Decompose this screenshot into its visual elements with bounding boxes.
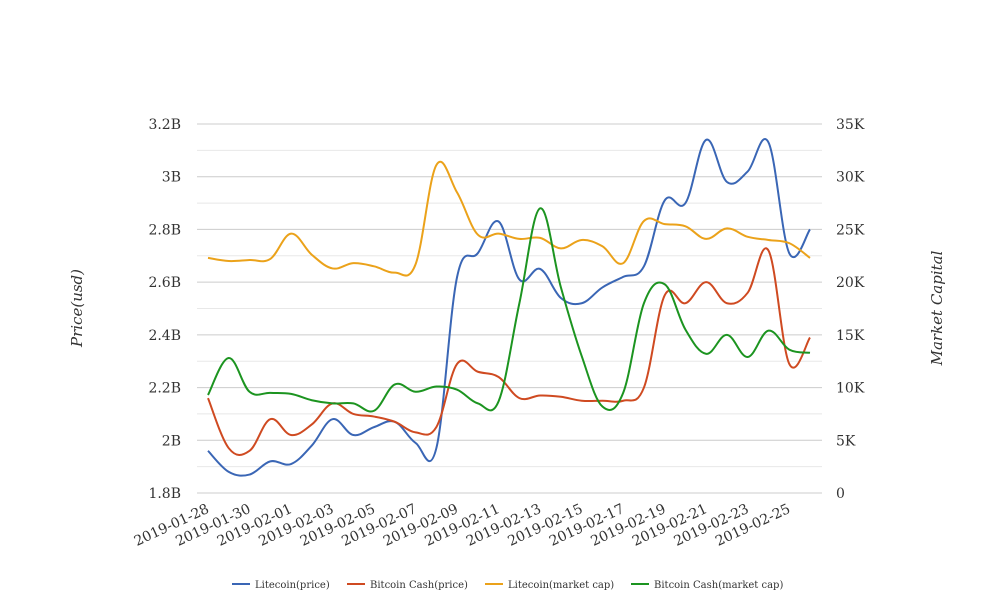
legend-item-bitcoin-cash-price: Bitcoin Cash(price) <box>347 580 468 591</box>
left-tick-label: 2.4B <box>148 328 181 344</box>
left-tick-label: 2.2B <box>148 381 181 397</box>
left-tick-label: 3.2B <box>148 117 181 133</box>
right-tick-label: 30K <box>836 170 865 186</box>
right-tick-label: 5K <box>836 433 856 449</box>
legend-label: Litecoin(price) <box>255 580 330 591</box>
right-tick-label: 25K <box>836 222 865 238</box>
left-axis-title: Price(usd) <box>68 269 86 348</box>
right-tick-label: 10K <box>836 381 865 397</box>
legend-item-bitcoin-cash-market-cap: Bitcoin Cash(market cap) <box>631 580 783 591</box>
series-line-bitcoin-cash-price <box>207 247 811 457</box>
legend-item-litecoin-market-cap: Litecoin(market cap) <box>485 580 614 591</box>
series-line-litecoin-price <box>207 138 811 477</box>
left-tick-label: 2B <box>162 433 181 449</box>
series-line-bitcoin-cash-market-cap <box>207 207 811 413</box>
left-tick-label: 3B <box>162 170 181 186</box>
series-lines <box>207 138 811 477</box>
left-tick-label: 2.6B <box>148 275 181 291</box>
grid-lines <box>197 123 822 494</box>
legend-label: Litecoin(market cap) <box>508 580 614 591</box>
left-tick-label: 2.8B <box>148 222 181 238</box>
legend: Litecoin(price) Bitcoin Cash(price) Liteco… <box>232 580 783 591</box>
right-axis-title: Market Capital <box>928 250 946 366</box>
right-tick-label: 20K <box>836 275 865 291</box>
left-axis-ticks: 1.8B 2B 2.2B 2.4B 2.6B 2.8B 3B 3.2B <box>148 117 181 502</box>
x-axis-ticks: 2019-01-282019-01-302019-02-012019-02-03… <box>132 501 793 550</box>
legend-label: Bitcoin Cash(market cap) <box>654 580 783 591</box>
legend-label: Bitcoin Cash(price) <box>370 580 468 591</box>
right-tick-label: 35K <box>836 117 865 133</box>
legend-item-litecoin-price: Litecoin(price) <box>232 580 330 591</box>
right-axis-ticks: 0 5K 10K 15K 20K 25K 30K 35K <box>836 117 865 502</box>
right-tick-label: 15K <box>836 328 865 344</box>
left-tick-label: 1.8B <box>148 486 181 502</box>
series-line-litecoin-market-cap <box>207 161 811 277</box>
right-tick-label: 0 <box>836 486 845 502</box>
